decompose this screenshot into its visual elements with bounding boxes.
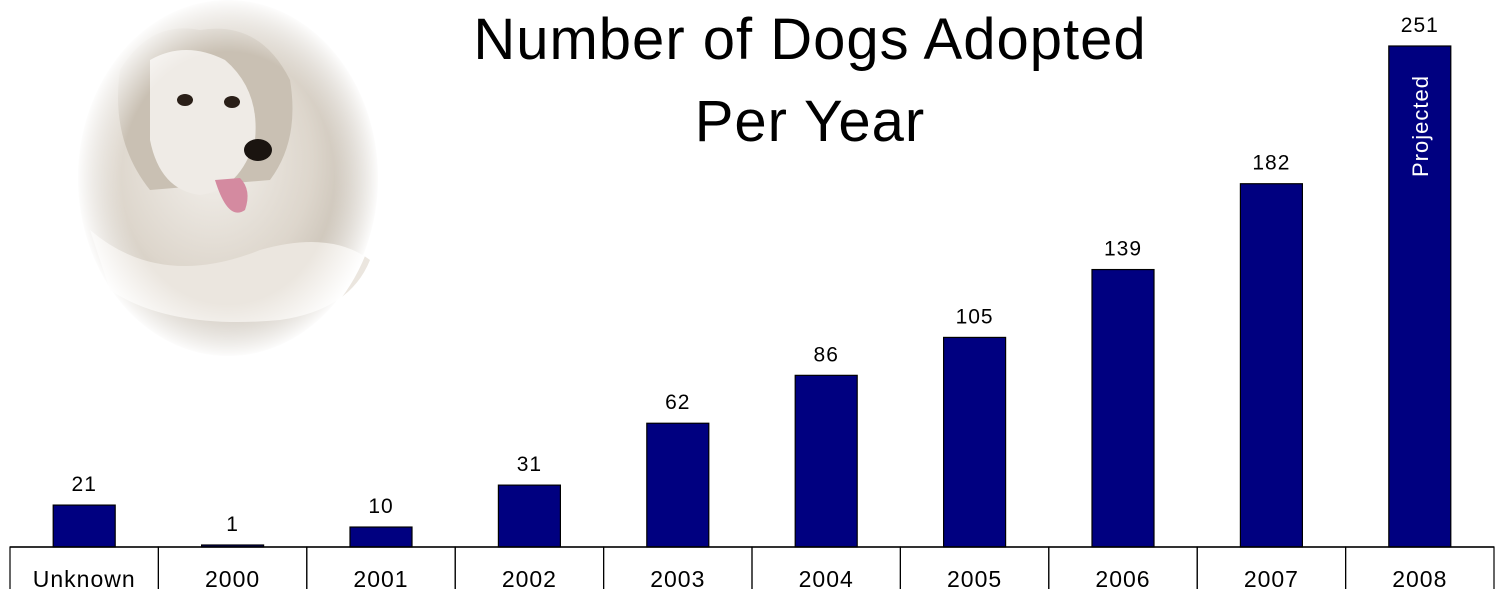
chart-title-line-1: Number of Dogs Adopted bbox=[473, 7, 1147, 72]
category-label-2003: 2003 bbox=[650, 566, 705, 589]
bar-value-label-2005: 105 bbox=[956, 305, 994, 328]
category-label-2000: 2000 bbox=[205, 566, 260, 589]
bar-2001 bbox=[349, 526, 413, 548]
bar-2004 bbox=[794, 374, 858, 548]
category-table: Unknown 2000 2001 2002 2003 2004 2005 2006 2007 2… bbox=[9, 546, 1495, 589]
bar-2007 bbox=[1239, 183, 1304, 548]
bar-value-label-2006: 139 bbox=[1104, 238, 1142, 261]
bar-value-label-2002: 31 bbox=[517, 453, 542, 476]
category-label-2007: 2007 bbox=[1244, 566, 1299, 589]
category-label-2008: 2008 bbox=[1392, 566, 1447, 589]
category-label-2002: 2002 bbox=[502, 566, 557, 589]
bars bbox=[52, 45, 1452, 548]
category-label-unknown: Unknown bbox=[33, 566, 136, 589]
bar-value-label-unknown: 21 bbox=[72, 473, 97, 496]
bar-2003 bbox=[646, 422, 710, 548]
bar-value-label-2007: 182 bbox=[1252, 152, 1290, 175]
bar-value-label-2000: 1 bbox=[226, 513, 239, 536]
dog-photo bbox=[76, 0, 380, 358]
bar-annotation-projected: Projected bbox=[1408, 75, 1433, 177]
bar-value-labels: 21 1 10 31 62 86 105 139 182 251 Projected bbox=[72, 14, 1439, 536]
bar-value-label-2008: 251 bbox=[1401, 14, 1439, 37]
bar-unknown bbox=[52, 504, 116, 548]
category-label-2004: 2004 bbox=[799, 566, 854, 589]
bar-2006 bbox=[1091, 268, 1155, 548]
bar-2005 bbox=[942, 336, 1007, 548]
bar-value-label-2001: 10 bbox=[368, 495, 393, 518]
category-label-2001: 2001 bbox=[353, 566, 408, 589]
bar-value-label-2004: 86 bbox=[814, 343, 839, 366]
category-label-2005: 2005 bbox=[947, 566, 1002, 589]
bar-2008 bbox=[1388, 45, 1452, 548]
bar-2002 bbox=[497, 484, 561, 548]
bar-value-label-2003: 62 bbox=[665, 391, 690, 414]
chart-title-line-2: Per Year bbox=[694, 89, 926, 154]
category-label-2006: 2006 bbox=[1095, 566, 1150, 589]
